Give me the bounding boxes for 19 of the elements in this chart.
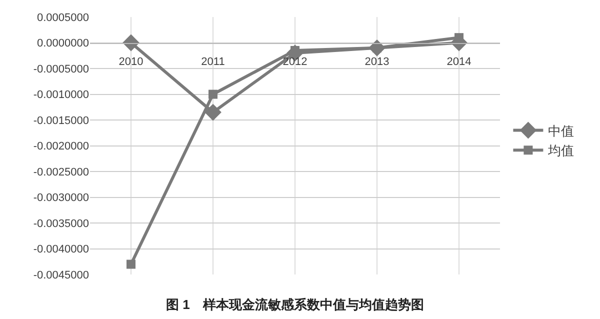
y-tick-label: -0.0020000 [33,140,89,153]
y-tick-label: -0.0045000 [33,269,89,282]
y-tick-label: 0.0000000 [37,38,89,50]
text: 图 1 样本现金流敏感系数中值与均值趋势图 [166,297,424,312]
y-tick-label: -0.0015000 [33,114,89,127]
y-tick-label: -0.0005000 [33,63,89,76]
y-tick-label: -0.0040000 [33,244,89,256]
x-tick-label: 2012 [282,56,308,68]
x-tick-label: 2010 [118,56,144,68]
x-tick-label: 2011 [201,56,225,68]
legend-label: 中值 [548,123,574,138]
y-tick-label: -0.0030000 [33,192,89,204]
x-tick-label: 2013 [364,56,390,68]
y-tick-label: -0.0010000 [33,89,89,102]
y-tick-label: -0.0025000 [33,166,89,178]
y-tick-label: 0.0005000 [37,12,89,24]
legend-label: 均值 [547,143,574,158]
y-tick-label: -0.0035000 [33,218,89,230]
x-tick-label: 2014 [446,56,472,68]
